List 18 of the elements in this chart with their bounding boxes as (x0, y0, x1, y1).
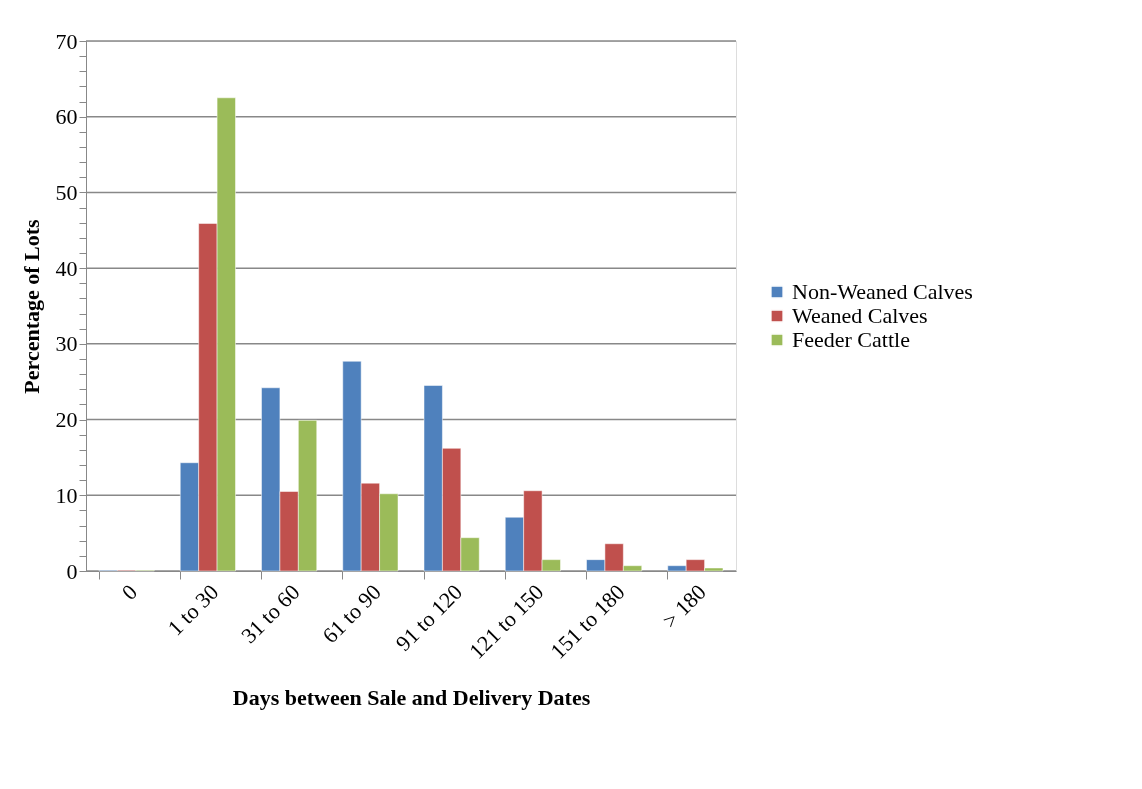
x-tick-label: > 180 (657, 579, 711, 634)
legend-label: Feeder Cattle (792, 327, 910, 352)
y-tick-label: 20 (55, 407, 78, 433)
y-tick-label: 10 (55, 482, 78, 508)
x-tick-label: 0 (116, 579, 143, 605)
y-tick-label: 30 (55, 331, 78, 357)
legend-label: Non-Weaned Calves (792, 279, 973, 304)
y-tick-label: 50 (55, 179, 78, 205)
y-tick-label: 60 (55, 104, 78, 130)
y-tick-label: 40 (55, 255, 78, 281)
y-axis-title: Percentage of Lots (18, 218, 44, 394)
x-tick-label: 31 to 60 (236, 579, 305, 649)
y-tick-label: 70 (55, 28, 78, 54)
x-axis-title: Days between Sale and Delivery Dates (232, 684, 591, 710)
y-tick-label: 0 (66, 558, 78, 584)
legend-label: Weaned Calves (792, 303, 928, 328)
x-tick-label: 61 to 90 (317, 579, 386, 649)
x-tick-label: 1 to 30 (162, 579, 224, 641)
